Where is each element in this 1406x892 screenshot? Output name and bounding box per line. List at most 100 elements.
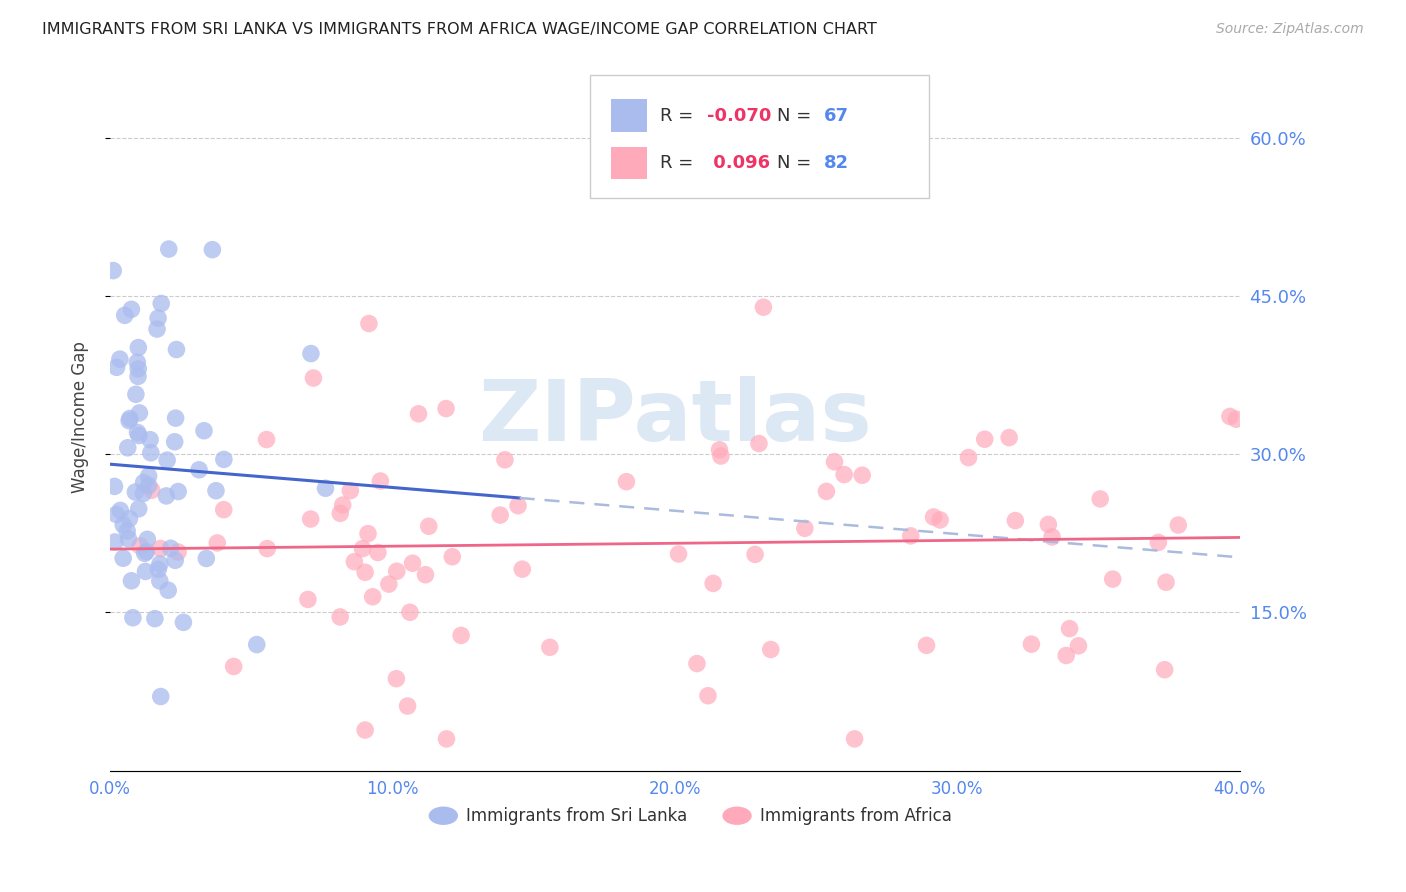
Point <box>1147 535 1170 549</box>
Point <box>299 346 322 360</box>
Point <box>973 432 995 446</box>
Point <box>256 433 278 447</box>
Text: N =: N = <box>776 154 817 172</box>
Point <box>1054 648 1077 663</box>
Point <box>302 371 325 385</box>
Point <box>1154 575 1177 590</box>
Point <box>401 556 423 570</box>
Point <box>148 562 170 576</box>
Point <box>256 541 278 556</box>
FancyBboxPatch shape <box>610 99 647 132</box>
Point <box>1219 409 1241 424</box>
Point <box>118 411 141 425</box>
Point <box>299 512 322 526</box>
Point <box>120 574 142 588</box>
Point <box>165 553 187 567</box>
Point <box>748 436 770 450</box>
Point <box>315 481 337 495</box>
Point <box>922 510 945 524</box>
Point <box>1167 518 1189 533</box>
Text: 82: 82 <box>824 154 849 172</box>
Point <box>155 489 177 503</box>
Point <box>1101 572 1123 586</box>
Point <box>127 355 149 369</box>
Circle shape <box>723 806 752 825</box>
Point <box>434 401 457 416</box>
Point <box>207 536 229 550</box>
Point <box>103 479 125 493</box>
Point <box>378 577 401 591</box>
Point <box>127 362 149 376</box>
Point <box>138 469 160 483</box>
Point <box>710 449 733 463</box>
Text: -0.070: -0.070 <box>707 107 770 125</box>
Point <box>1153 663 1175 677</box>
Point <box>793 521 815 535</box>
Point <box>117 532 139 546</box>
Point <box>159 541 181 556</box>
Circle shape <box>429 806 458 825</box>
Point <box>1021 637 1043 651</box>
Point <box>139 446 162 460</box>
Point <box>506 499 529 513</box>
Point <box>824 455 846 469</box>
Point <box>105 508 128 522</box>
Point <box>115 524 138 538</box>
Point <box>167 545 190 559</box>
Point <box>668 547 690 561</box>
Point <box>127 425 149 440</box>
Text: Immigrants from Africa: Immigrants from Africa <box>759 806 952 825</box>
Point <box>367 545 389 559</box>
Point <box>1038 517 1060 532</box>
Point <box>436 731 458 746</box>
Point <box>125 387 148 401</box>
Point <box>157 242 180 256</box>
Point <box>759 642 782 657</box>
Point <box>118 414 141 428</box>
Point <box>112 551 135 566</box>
Point <box>103 263 125 277</box>
Point <box>193 424 215 438</box>
Point <box>112 517 135 532</box>
Point <box>110 503 132 517</box>
Point <box>114 309 136 323</box>
Point <box>441 549 464 564</box>
Text: R =: R = <box>661 154 699 172</box>
Text: N =: N = <box>776 107 817 125</box>
Point <box>415 567 437 582</box>
Point <box>815 484 838 499</box>
Point <box>127 369 149 384</box>
Text: 0.096: 0.096 <box>707 154 769 172</box>
Point <box>150 296 173 310</box>
Point <box>494 452 516 467</box>
Point <box>998 431 1021 445</box>
Point <box>149 541 172 556</box>
Point <box>851 468 873 483</box>
Point <box>385 672 408 686</box>
Point <box>124 485 146 500</box>
Point <box>195 551 218 566</box>
Point <box>222 659 245 673</box>
Point <box>1067 639 1090 653</box>
Point <box>752 300 775 314</box>
Point <box>205 483 228 498</box>
Point <box>163 434 186 449</box>
Point <box>686 657 709 671</box>
Point <box>510 562 533 576</box>
Point <box>361 590 384 604</box>
Point <box>354 566 377 580</box>
FancyBboxPatch shape <box>591 75 929 198</box>
Point <box>1040 530 1063 544</box>
Point <box>149 557 172 571</box>
Text: R =: R = <box>661 107 699 125</box>
Point <box>702 576 724 591</box>
Point <box>352 541 374 556</box>
Point <box>157 583 180 598</box>
Text: Immigrants from Sri Lanka: Immigrants from Sri Lanka <box>465 806 688 825</box>
Point <box>149 690 172 704</box>
Point <box>357 317 380 331</box>
Text: Source: ZipAtlas.com: Source: ZipAtlas.com <box>1216 22 1364 37</box>
Point <box>915 639 938 653</box>
Point <box>339 483 361 498</box>
Point <box>212 452 235 467</box>
